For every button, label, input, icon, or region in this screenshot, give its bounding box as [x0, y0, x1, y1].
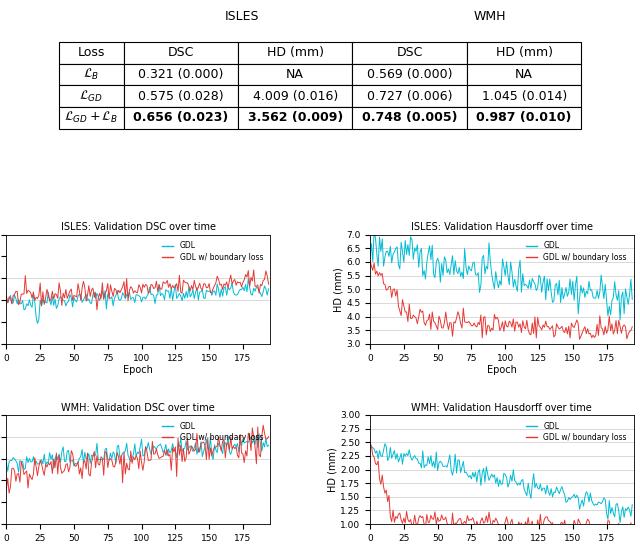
GDL w/ boundary loss	[141, 443, 149, 450]
Y-axis label: HD (mm): HD (mm)	[328, 447, 337, 492]
Line: GDL: GDL	[370, 443, 632, 523]
GDL w/ boundary loss	[265, 281, 273, 287]
GDL w/ boundary loss	[592, 523, 600, 530]
GDL	[381, 441, 388, 447]
GDL	[34, 320, 42, 327]
GDL	[3, 460, 10, 466]
GDL	[265, 286, 273, 292]
GDL w/ boundary loss	[3, 486, 10, 492]
GDL	[237, 442, 245, 449]
GDL	[141, 296, 149, 302]
GDL	[237, 287, 245, 293]
GDL	[371, 228, 378, 235]
GDL w/ boundary loss	[576, 336, 584, 342]
GDL	[211, 442, 218, 448]
GDL w/ boundary loss	[602, 323, 609, 330]
GDL	[255, 430, 263, 437]
GDL	[616, 317, 624, 323]
GDL	[19, 458, 26, 465]
GDL	[616, 519, 624, 526]
GDL w/ boundary loss	[237, 450, 245, 456]
GDL	[504, 484, 512, 490]
GDL w/ boundary loss	[17, 291, 25, 298]
Title: WMH: Validation Hausdorff over time: WMH: Validation Hausdorff over time	[412, 403, 592, 413]
GDL	[265, 442, 273, 449]
Line: GDL: GDL	[370, 232, 632, 320]
GDL w/ boundary loss	[592, 332, 600, 339]
Legend: GDL, GDL w/ boundary loss: GDL, GDL w/ boundary loss	[159, 419, 266, 445]
Line: GDL w/ boundary loss: GDL w/ boundary loss	[6, 425, 269, 493]
GDL w/ boundary loss	[19, 463, 26, 470]
GDL	[438, 260, 445, 267]
GDL	[506, 281, 513, 288]
Line: GDL w/ boundary loss: GDL w/ boundary loss	[370, 443, 632, 530]
GDL w/ boundary loss	[250, 266, 257, 273]
GDL w/ boundary loss	[573, 317, 580, 323]
GDL	[366, 440, 374, 447]
Text: ISLES: ISLES	[225, 10, 259, 23]
Title: WMH: Validation DSC over time: WMH: Validation DSC over time	[61, 403, 215, 413]
GDL w/ boundary loss	[628, 526, 636, 533]
GDL	[3, 297, 10, 304]
Text: WMH: WMH	[473, 10, 506, 23]
GDL w/ boundary loss	[228, 281, 236, 287]
GDL	[573, 492, 580, 498]
GDL	[141, 444, 149, 450]
GDL w/ boundary loss	[628, 324, 636, 330]
GDL w/ boundary loss	[506, 526, 513, 533]
GDL	[17, 300, 25, 307]
GDL	[600, 495, 608, 501]
GDL	[591, 502, 598, 509]
GDL w/ boundary loss	[228, 446, 236, 452]
Y-axis label: HD (mm): HD (mm)	[333, 267, 343, 312]
GDL	[211, 288, 218, 294]
GDL w/ boundary loss	[447, 526, 455, 533]
GDL w/ boundary loss	[141, 281, 149, 288]
GDL	[436, 458, 444, 465]
Line: GDL: GDL	[6, 278, 269, 323]
GDL w/ boundary loss	[211, 444, 218, 450]
GDL w/ boundary loss	[74, 458, 82, 465]
Legend: GDL, GDL w/ boundary loss: GDL, GDL w/ boundary loss	[159, 239, 266, 265]
GDL	[228, 446, 236, 453]
GDL w/ boundary loss	[211, 282, 218, 289]
GDL	[628, 501, 636, 508]
X-axis label: Epoch: Epoch	[124, 365, 153, 375]
GDL	[366, 253, 374, 260]
GDL w/ boundary loss	[265, 434, 273, 440]
GDL	[592, 295, 600, 301]
GDL	[383, 248, 390, 255]
GDL w/ boundary loss	[3, 293, 10, 299]
GDL	[628, 296, 636, 303]
GDL w/ boundary loss	[366, 257, 374, 264]
GDL w/ boundary loss	[237, 284, 245, 290]
Line: GDL: GDL	[6, 434, 269, 472]
GDL w/ boundary loss	[73, 294, 81, 300]
GDL w/ boundary loss	[436, 517, 444, 524]
GDL	[74, 293, 82, 299]
GDL w/ boundary loss	[93, 306, 100, 313]
Line: GDL w/ boundary loss: GDL w/ boundary loss	[370, 260, 632, 339]
GDL	[74, 459, 82, 466]
GDL w/ boundary loss	[381, 281, 388, 288]
GDL	[228, 280, 236, 286]
GDL w/ boundary loss	[504, 324, 512, 330]
Title: ISLES: Validation DSC over time: ISLES: Validation DSC over time	[61, 222, 216, 233]
GDL w/ boundary loss	[574, 516, 582, 523]
GDL w/ boundary loss	[366, 440, 374, 446]
Legend: GDL, GDL w/ boundary loss: GDL, GDL w/ boundary loss	[523, 419, 630, 445]
GDL	[574, 311, 582, 317]
X-axis label: Epoch: Epoch	[487, 365, 516, 375]
GDL w/ boundary loss	[5, 490, 13, 496]
GDL w/ boundary loss	[259, 422, 267, 429]
Legend: GDL, GDL w/ boundary loss: GDL, GDL w/ boundary loss	[523, 239, 630, 265]
Title: ISLES: Validation Hausdorff over time: ISLES: Validation Hausdorff over time	[411, 222, 593, 233]
GDL w/ boundary loss	[602, 526, 609, 533]
Line: GDL w/ boundary loss: GDL w/ boundary loss	[6, 270, 269, 310]
GDL	[602, 281, 609, 288]
GDL	[15, 469, 22, 476]
GDL w/ boundary loss	[436, 317, 444, 324]
GDL	[244, 275, 252, 282]
GDL w/ boundary loss	[381, 490, 388, 496]
